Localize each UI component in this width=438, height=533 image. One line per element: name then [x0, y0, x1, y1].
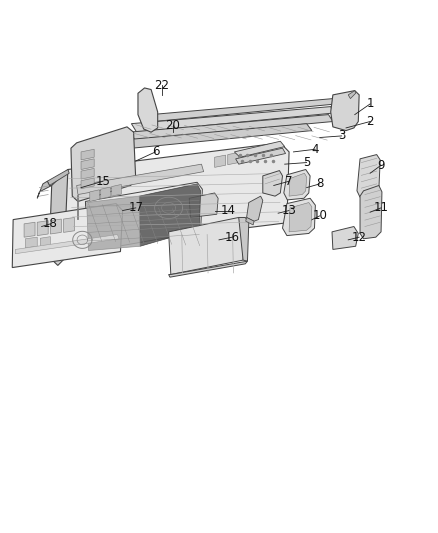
Polygon shape [24, 222, 35, 237]
Polygon shape [12, 204, 123, 268]
Text: 14: 14 [220, 204, 235, 217]
Polygon shape [50, 219, 61, 234]
Polygon shape [40, 237, 50, 247]
Polygon shape [243, 150, 254, 162]
Polygon shape [87, 196, 140, 251]
Polygon shape [284, 169, 310, 200]
Polygon shape [81, 168, 94, 179]
Polygon shape [215, 155, 226, 167]
Text: 4: 4 [311, 143, 319, 156]
Text: 8: 8 [316, 177, 323, 190]
Polygon shape [138, 88, 158, 132]
Polygon shape [64, 217, 74, 232]
Polygon shape [357, 155, 380, 197]
Text: 7: 7 [285, 175, 293, 188]
Polygon shape [289, 203, 312, 232]
Text: 15: 15 [95, 175, 110, 188]
Polygon shape [360, 185, 382, 239]
Polygon shape [189, 193, 218, 217]
Polygon shape [49, 241, 74, 265]
Polygon shape [101, 187, 110, 199]
Text: 11: 11 [374, 201, 389, 214]
Polygon shape [236, 148, 286, 164]
Polygon shape [289, 173, 307, 196]
Polygon shape [47, 169, 69, 185]
Polygon shape [49, 169, 68, 257]
Polygon shape [247, 196, 263, 221]
Polygon shape [228, 152, 239, 165]
Polygon shape [332, 227, 358, 249]
Text: 18: 18 [43, 217, 58, 230]
Text: 17: 17 [128, 201, 143, 214]
Polygon shape [283, 198, 315, 236]
Text: 3: 3 [338, 130, 345, 142]
Text: 5: 5 [303, 156, 310, 169]
Polygon shape [77, 164, 204, 195]
Polygon shape [81, 159, 94, 169]
Text: 6: 6 [152, 146, 159, 158]
Polygon shape [151, 99, 336, 122]
Text: 10: 10 [312, 209, 327, 222]
Polygon shape [85, 182, 202, 252]
Text: 20: 20 [166, 119, 180, 132]
Polygon shape [246, 217, 254, 225]
Polygon shape [127, 124, 312, 148]
Text: 1: 1 [366, 98, 374, 110]
Polygon shape [81, 178, 94, 189]
Polygon shape [25, 237, 37, 248]
Polygon shape [131, 107, 334, 132]
Polygon shape [331, 91, 359, 131]
Text: 9: 9 [377, 159, 385, 172]
Polygon shape [169, 217, 244, 274]
Polygon shape [263, 171, 283, 196]
Polygon shape [15, 235, 119, 254]
Polygon shape [37, 181, 52, 198]
Polygon shape [239, 217, 249, 261]
Polygon shape [90, 190, 99, 201]
Polygon shape [81, 149, 94, 160]
Text: 12: 12 [352, 231, 367, 244]
Text: 16: 16 [225, 231, 240, 244]
Polygon shape [129, 115, 333, 140]
Polygon shape [77, 195, 78, 219]
Polygon shape [37, 221, 48, 236]
Text: 13: 13 [282, 204, 297, 217]
Polygon shape [71, 127, 136, 201]
Polygon shape [348, 91, 356, 99]
Polygon shape [234, 141, 285, 157]
Polygon shape [169, 261, 247, 277]
Text: 2: 2 [366, 115, 374, 128]
Polygon shape [139, 184, 201, 246]
Polygon shape [112, 184, 121, 196]
Text: 22: 22 [155, 79, 170, 92]
Polygon shape [65, 143, 289, 249]
